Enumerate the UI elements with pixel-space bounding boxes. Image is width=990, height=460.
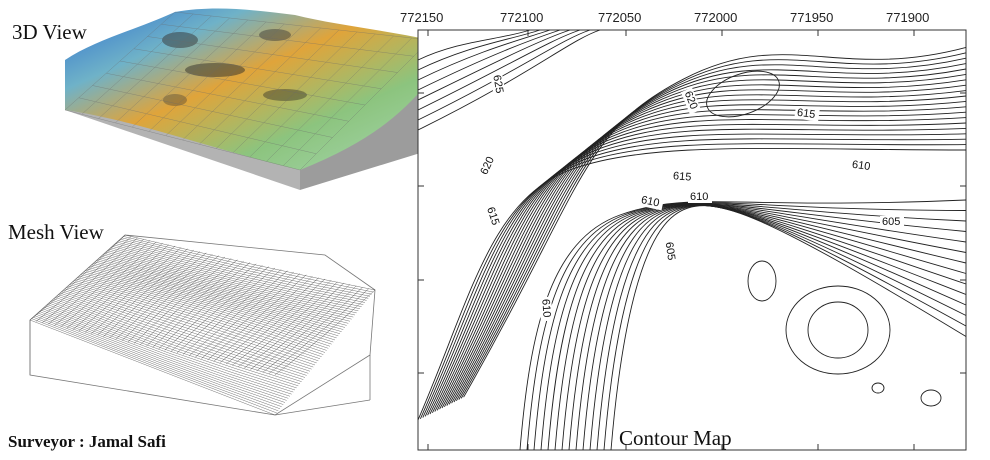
contour-label: 615 — [484, 206, 501, 227]
terrain-top-surface — [65, 8, 430, 170]
x-tick-label: 772050 — [598, 10, 641, 25]
terrain-mesh-view — [29, 234, 376, 416]
contour-label: 605 — [882, 216, 900, 228]
x-tick-label: 771950 — [790, 10, 833, 25]
contour-label: 605 — [663, 241, 677, 261]
terrain-3d-view — [64, 8, 431, 190]
x-tick-label: 771900 — [886, 10, 929, 25]
contour-label: 610 — [640, 194, 660, 210]
contour-label: 610 — [539, 299, 552, 318]
surveyor-label: Surveyor : Jamal Safi — [8, 432, 166, 451]
terrain-grid — [64, 11, 431, 171]
contour-lines — [417, 29, 967, 451]
x-tick-label: 772150 — [400, 10, 443, 25]
contour-label: 610 — [690, 191, 708, 203]
contour-label: 615 — [796, 107, 816, 121]
contour-label: 615 — [673, 170, 692, 184]
contour-label: 625 — [490, 74, 505, 94]
mesh-lines — [29, 234, 376, 416]
mesh-view-title: Mesh View — [8, 220, 104, 244]
contour-label: 610 — [851, 159, 871, 173]
x-tick-label: 772100 — [500, 10, 543, 25]
mesh-outline — [29, 234, 376, 416]
contour-map-title: Contour Map — [619, 426, 732, 450]
view-3d-title: 3D View — [12, 20, 87, 44]
x-tick-label: 772000 — [694, 10, 737, 25]
